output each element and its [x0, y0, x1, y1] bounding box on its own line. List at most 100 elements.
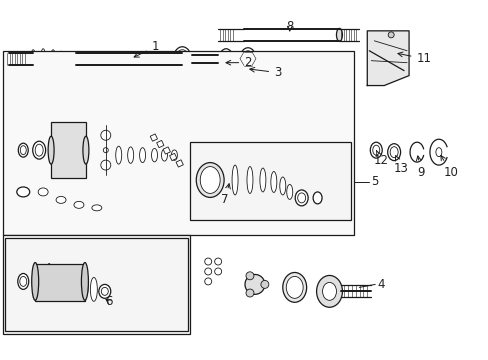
Ellipse shape: [99, 284, 111, 298]
Ellipse shape: [204, 258, 211, 265]
Bar: [156, 140, 163, 148]
Ellipse shape: [187, 54, 197, 64]
Ellipse shape: [92, 205, 102, 211]
Ellipse shape: [18, 274, 29, 289]
Ellipse shape: [240, 48, 255, 69]
Ellipse shape: [31, 50, 36, 68]
Ellipse shape: [204, 268, 211, 275]
Text: 4: 4: [376, 278, 384, 291]
Ellipse shape: [71, 53, 76, 64]
Ellipse shape: [175, 50, 189, 68]
Ellipse shape: [196, 163, 224, 197]
Bar: [35, 264, 85, 301]
Text: 3: 3: [249, 66, 281, 79]
Ellipse shape: [70, 266, 77, 296]
Ellipse shape: [83, 136, 89, 164]
Bar: [190, 142, 351, 220]
Ellipse shape: [387, 32, 393, 38]
Ellipse shape: [48, 136, 54, 164]
Ellipse shape: [260, 168, 265, 192]
Text: 13: 13: [393, 156, 407, 175]
Text: 11: 11: [397, 52, 430, 65]
Bar: [176, 160, 183, 167]
Ellipse shape: [232, 165, 238, 195]
Ellipse shape: [32, 262, 39, 300]
Ellipse shape: [18, 143, 28, 157]
Ellipse shape: [116, 146, 122, 164]
Ellipse shape: [139, 148, 145, 163]
Ellipse shape: [38, 188, 48, 196]
Ellipse shape: [59, 51, 63, 66]
Ellipse shape: [312, 192, 322, 204]
Ellipse shape: [282, 273, 306, 302]
Bar: [5, 238, 188, 331]
Ellipse shape: [316, 275, 342, 307]
Ellipse shape: [127, 147, 133, 163]
Ellipse shape: [336, 28, 342, 41]
Ellipse shape: [171, 150, 177, 160]
Ellipse shape: [173, 47, 191, 71]
Ellipse shape: [35, 144, 43, 156]
Ellipse shape: [58, 265, 64, 298]
Ellipse shape: [45, 264, 53, 299]
Ellipse shape: [161, 149, 167, 161]
Text: 9: 9: [415, 156, 424, 179]
Ellipse shape: [90, 278, 97, 301]
Text: 1: 1: [134, 40, 159, 57]
Ellipse shape: [295, 190, 307, 206]
Ellipse shape: [56, 197, 66, 203]
Ellipse shape: [270, 172, 276, 193]
Bar: [169, 153, 177, 161]
Ellipse shape: [41, 49, 45, 69]
Ellipse shape: [33, 141, 45, 159]
Ellipse shape: [20, 146, 26, 155]
Ellipse shape: [103, 148, 108, 153]
Ellipse shape: [245, 272, 253, 280]
Ellipse shape: [74, 201, 84, 208]
Text: 8: 8: [285, 21, 293, 33]
Text: 6: 6: [105, 295, 112, 308]
Text: 12: 12: [373, 151, 388, 167]
Ellipse shape: [245, 289, 253, 297]
Bar: [3, 51, 354, 235]
Ellipse shape: [246, 167, 252, 193]
Ellipse shape: [65, 52, 70, 65]
Ellipse shape: [387, 144, 400, 161]
Ellipse shape: [369, 142, 382, 158]
Text: 2: 2: [225, 56, 251, 69]
Ellipse shape: [101, 287, 108, 295]
Bar: [163, 147, 170, 154]
Ellipse shape: [81, 262, 88, 300]
Ellipse shape: [200, 167, 220, 193]
Text: 5: 5: [370, 175, 378, 189]
Ellipse shape: [50, 50, 56, 68]
Ellipse shape: [17, 187, 30, 197]
Text: 7: 7: [221, 184, 230, 206]
Ellipse shape: [261, 280, 268, 288]
Ellipse shape: [101, 130, 111, 140]
Bar: [51, 122, 86, 178]
Ellipse shape: [151, 148, 157, 162]
Ellipse shape: [286, 184, 292, 199]
Text: 10: 10: [440, 156, 457, 179]
Ellipse shape: [279, 177, 285, 195]
Ellipse shape: [389, 147, 397, 158]
Ellipse shape: [297, 193, 305, 203]
Ellipse shape: [219, 49, 233, 69]
Ellipse shape: [322, 282, 336, 300]
Ellipse shape: [204, 278, 211, 285]
Ellipse shape: [285, 276, 303, 298]
Bar: [150, 134, 157, 141]
Ellipse shape: [101, 160, 111, 170]
Ellipse shape: [372, 145, 379, 155]
Ellipse shape: [20, 276, 27, 287]
Polygon shape: [366, 31, 408, 86]
Ellipse shape: [221, 52, 230, 66]
Ellipse shape: [243, 51, 252, 67]
Ellipse shape: [81, 271, 88, 298]
Ellipse shape: [214, 268, 221, 275]
Ellipse shape: [435, 148, 441, 157]
Ellipse shape: [214, 258, 221, 265]
Bar: [3, 235, 190, 334]
Ellipse shape: [244, 274, 264, 294]
